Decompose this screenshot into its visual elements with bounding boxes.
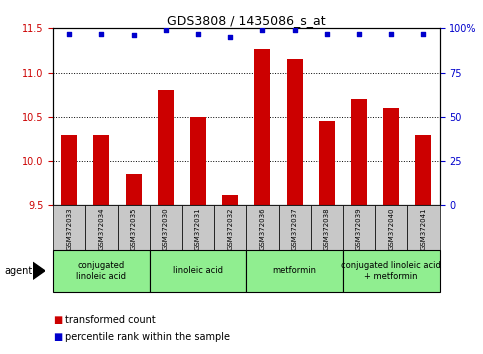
Bar (415, 135, 431, 205)
Point (227, 34, 234, 40)
Text: ■: ■ (53, 332, 62, 342)
Text: GSM372034: GSM372034 (99, 207, 104, 250)
Bar (319, 121, 335, 205)
Point (355, 31, 363, 36)
Bar (407, 205, 440, 250)
Bar (343, 250, 440, 292)
Point (65, 31, 73, 36)
Text: GSM372035: GSM372035 (130, 207, 137, 250)
Bar (190, 117, 206, 205)
Bar (53, 205, 85, 250)
Bar (93, 135, 110, 205)
Point (194, 31, 202, 36)
Text: conjugated linoleic acid
+ metformin: conjugated linoleic acid + metformin (341, 261, 441, 280)
Text: GSM372037: GSM372037 (292, 207, 298, 250)
Point (420, 31, 427, 36)
Bar (286, 59, 303, 205)
Text: GSM372039: GSM372039 (356, 207, 362, 250)
Text: GSM372033: GSM372033 (66, 207, 72, 250)
Bar (255, 49, 270, 205)
Text: GSM372030: GSM372030 (163, 207, 169, 250)
Bar (158, 90, 174, 205)
Bar (246, 205, 279, 250)
Point (130, 33, 138, 38)
Bar (85, 205, 117, 250)
Bar (61, 135, 77, 205)
Text: conjugated
linoleic acid: conjugated linoleic acid (76, 261, 127, 280)
Bar (279, 205, 311, 250)
Point (291, 27, 298, 33)
Point (98, 31, 105, 36)
Bar (222, 195, 238, 205)
Text: percentile rank within the sample: percentile rank within the sample (65, 332, 230, 342)
Bar (343, 205, 375, 250)
Text: GSM372036: GSM372036 (259, 207, 266, 250)
Bar (182, 205, 214, 250)
Text: linoleic acid: linoleic acid (173, 266, 223, 275)
Point (323, 31, 331, 36)
Text: GSM372040: GSM372040 (388, 207, 394, 250)
Polygon shape (33, 262, 45, 279)
Text: metformin: metformin (272, 266, 317, 275)
Text: ■: ■ (53, 315, 62, 325)
Bar (246, 250, 343, 292)
Text: agent: agent (5, 266, 33, 276)
Point (162, 27, 170, 33)
Point (258, 27, 266, 33)
Bar (311, 205, 343, 250)
Bar (150, 250, 246, 292)
Text: GSM372032: GSM372032 (227, 207, 233, 250)
Text: GSM372038: GSM372038 (324, 207, 330, 250)
Bar (117, 205, 150, 250)
Point (387, 31, 395, 36)
Bar (383, 108, 399, 205)
Bar (375, 205, 407, 250)
Text: GSM372031: GSM372031 (195, 207, 201, 250)
Title: GDS3808 / 1435086_s_at: GDS3808 / 1435086_s_at (167, 14, 326, 27)
Bar (150, 205, 182, 250)
Text: transformed count: transformed count (65, 315, 156, 325)
Bar (126, 174, 142, 205)
Bar (351, 99, 367, 205)
Bar (53, 250, 150, 292)
Text: GSM372041: GSM372041 (420, 207, 426, 250)
Bar (214, 205, 246, 250)
